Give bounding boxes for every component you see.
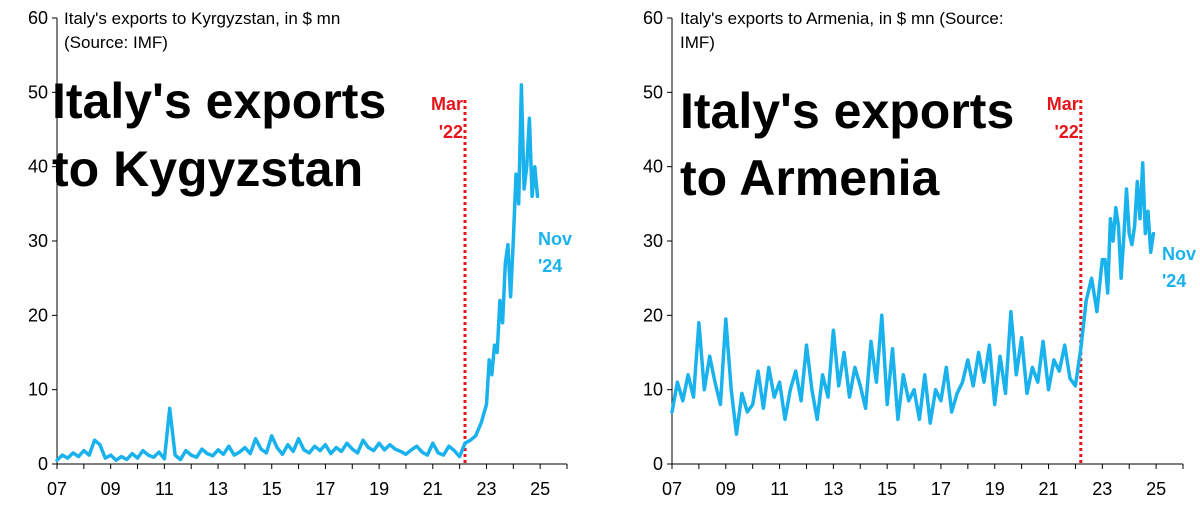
end-label-line2: '24 <box>1162 271 1186 291</box>
y-tick-label: 10 <box>643 380 663 400</box>
headline-line1: Italy's exports <box>52 73 386 129</box>
x-tick-label: 19 <box>985 479 1005 499</box>
y-tick-label: 40 <box>643 157 663 177</box>
event-marker-label-line1: Mar <box>1047 94 1079 114</box>
panel-armenia: 0 10 20 30 40 50 60 07 09 11 13 15 17 19 21 23 25 Italy… <box>643 8 1196 499</box>
y-tick-label: 60 <box>643 8 663 28</box>
headline-line2: to Armenia <box>680 150 940 206</box>
event-marker-label-line2: '22 <box>439 122 463 142</box>
y-axis-ticks: 0 10 20 30 40 50 60 <box>28 8 57 474</box>
x-tick-label: 23 <box>476 479 496 499</box>
x-tick-label: 21 <box>423 479 443 499</box>
x-tick-label: 25 <box>530 479 550 499</box>
y-tick-label: 20 <box>28 305 48 325</box>
series-line <box>55 83 540 463</box>
event-marker-label-line1: Mar <box>431 94 463 114</box>
x-tick-label: 19 <box>369 479 389 499</box>
y-tick-label: 50 <box>28 82 48 102</box>
y-tick-label: 60 <box>28 8 48 28</box>
x-tick-label: 15 <box>877 479 897 499</box>
panel-kyrgyzstan: 0 10 20 30 40 50 60 07 09 11 13 15 17 19 21 23 25 Italy… <box>28 8 572 499</box>
x-tick-label: 25 <box>1146 479 1166 499</box>
chart-subtitle-line1: Italy's exports to Armenia, in $ mn (Sou… <box>680 9 1004 28</box>
x-tick-label: 07 <box>47 479 67 499</box>
y-tick-label: 0 <box>653 454 663 474</box>
y-tick-label: 40 <box>28 157 48 177</box>
x-tick-label: 11 <box>770 479 789 499</box>
x-tick-label: 13 <box>208 479 228 499</box>
y-tick-label: 30 <box>643 231 663 251</box>
x-tick-label: 23 <box>1092 479 1112 499</box>
x-tick-label: 11 <box>155 479 174 499</box>
chart-subtitle-line1: Italy's exports to Kyrgyzstan, in $ mn <box>64 9 340 28</box>
y-tick-label: 20 <box>643 305 663 325</box>
x-tick-label: 17 <box>315 479 335 499</box>
y-axis-ticks: 0 10 20 30 40 50 60 <box>643 8 672 474</box>
headline-line2: to Kygyzstan <box>52 141 363 197</box>
event-marker-label-line2: '22 <box>1054 122 1078 142</box>
y-tick-label: 10 <box>28 380 48 400</box>
end-label-line2: '24 <box>538 256 562 276</box>
y-tick-label: 0 <box>38 454 48 474</box>
end-label-line1: Nov <box>1162 244 1196 264</box>
chart-subtitle-line2: IMF) <box>680 33 715 52</box>
x-axis-ticks: 07 09 11 13 15 17 19 21 23 25 <box>47 464 568 499</box>
y-tick-label: 50 <box>643 82 663 102</box>
headline-line1: Italy's exports <box>680 83 1014 139</box>
end-label-line1: Nov <box>538 229 572 249</box>
x-tick-label: 13 <box>823 479 843 499</box>
x-tick-label: 07 <box>662 479 682 499</box>
x-tick-label: 21 <box>1039 479 1059 499</box>
chart-subtitle-line2: (Source: IMF) <box>64 33 168 52</box>
series-line <box>670 161 1156 437</box>
x-tick-label: 09 <box>716 479 736 499</box>
x-tick-label: 17 <box>931 479 951 499</box>
x-tick-label: 15 <box>262 479 282 499</box>
x-axis-ticks: 07 09 11 13 15 17 19 21 23 25 <box>662 464 1184 499</box>
x-tick-label: 09 <box>101 479 121 499</box>
y-tick-label: 30 <box>28 231 48 251</box>
